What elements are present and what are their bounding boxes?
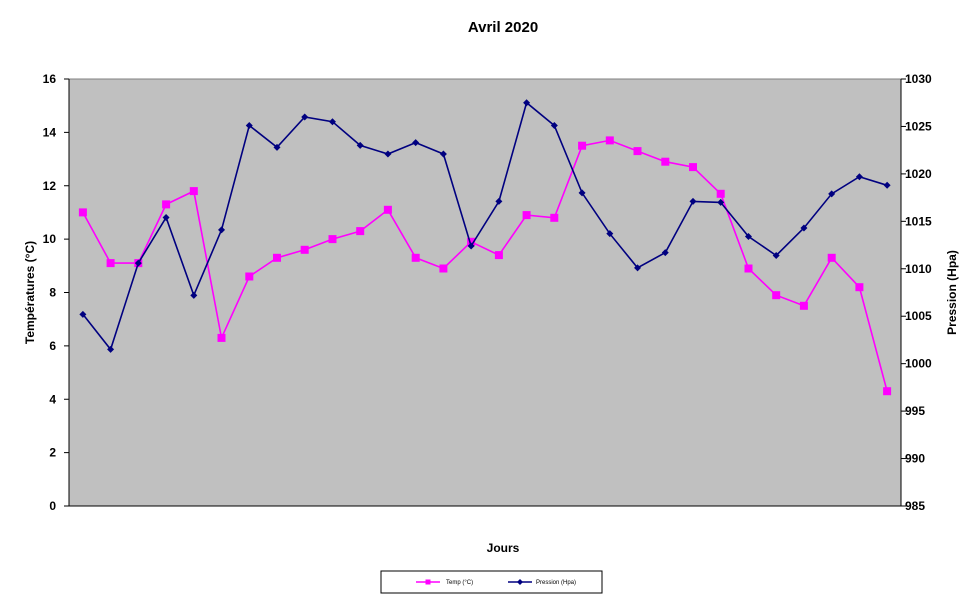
- data-point-pression: [689, 197, 697, 205]
- data-point-pression: [412, 139, 420, 147]
- data-point-pression: [107, 345, 115, 353]
- left-y-axis-title: Températures (°C): [23, 241, 37, 344]
- data-point-temp: [467, 237, 476, 246]
- right-y-tick-label: 1005: [905, 309, 932, 323]
- data-point-pression: [634, 264, 642, 272]
- legend-marker-temp: [425, 579, 431, 585]
- legend-label-pression: Pression (Hpa): [536, 580, 576, 586]
- plot-area: [68, 78, 902, 507]
- right-y-axis-title: Pression (Hpa): [945, 250, 959, 335]
- data-point-temp: [522, 211, 531, 220]
- series-line-temp: [82, 139, 888, 392]
- data-point-temp: [550, 213, 559, 222]
- data-point-pression: [828, 190, 836, 198]
- data-point-temp: [661, 157, 670, 166]
- left-y-tick-label: 8: [49, 286, 56, 300]
- right-y-tick-label: 1000: [905, 357, 932, 371]
- data-point-temp: [827, 253, 836, 262]
- right-y-tick-label: 1010: [905, 262, 932, 276]
- data-point-pression: [218, 226, 226, 234]
- right-y-tick-label: 1025: [905, 119, 932, 133]
- series-pression: [79, 99, 891, 353]
- data-point-pression: [134, 259, 142, 267]
- data-point-temp: [356, 227, 365, 236]
- data-point-pression: [245, 121, 253, 129]
- data-point-temp: [217, 333, 226, 342]
- data-point-temp: [494, 251, 503, 260]
- data-point-pression: [356, 141, 364, 149]
- data-point-pression: [439, 150, 447, 158]
- data-point-pression: [384, 150, 392, 158]
- data-point-temp: [273, 253, 281, 262]
- data-point-temp: [245, 272, 254, 281]
- left-y-tick-label: 4: [49, 392, 56, 406]
- data-point-pression: [467, 242, 475, 250]
- right-y-tick-label: 1015: [905, 214, 932, 228]
- left-y-tick-label: 10: [43, 232, 57, 246]
- data-point-temp: [78, 208, 87, 217]
- data-point-pression: [772, 251, 780, 259]
- data-point-pression: [495, 197, 503, 205]
- data-point-temp: [799, 301, 808, 310]
- right-y-tick-label: 985: [905, 499, 925, 513]
- data-point-pression: [273, 143, 281, 151]
- data-point-temp: [883, 387, 892, 396]
- data-point-pression: [523, 99, 531, 107]
- data-point-pression: [717, 198, 725, 206]
- legend-item-temp: Temp (°C): [416, 579, 473, 586]
- right-y-tick-label: 995: [905, 404, 925, 418]
- right-y-tick-label: 990: [905, 452, 925, 466]
- right-y-ticks: 985 990 995 1000 1005 1010 1015 1020 1025 1030: [901, 72, 932, 513]
- legend: Temp (°C) Pression (Hpa): [380, 570, 603, 594]
- data-point-temp: [300, 245, 309, 254]
- data-point-pression: [744, 233, 752, 241]
- data-point-temp: [439, 264, 448, 273]
- data-point-temp: [578, 141, 587, 150]
- legend-item-pression: Pression (Hpa): [508, 579, 576, 586]
- data-point-pression: [550, 121, 558, 129]
- data-point-temp: [328, 235, 337, 244]
- right-y-tick-label: 1020: [905, 167, 932, 181]
- data-point-pression: [578, 189, 586, 197]
- data-point-temp: [689, 163, 697, 172]
- data-point-pression: [162, 214, 170, 222]
- data-point-temp: [162, 200, 171, 209]
- data-point-pression: [661, 249, 669, 257]
- left-y-tick-label: 16: [43, 72, 57, 86]
- left-y-ticks: 0 2 4 6 8 10 12 14 16: [43, 72, 69, 513]
- data-point-pression: [190, 291, 198, 299]
- chart-title: Avril 2020: [468, 19, 538, 36]
- data-point-pression: [328, 118, 336, 126]
- data-point-temp: [744, 264, 753, 273]
- left-y-tick-label: 2: [49, 446, 56, 460]
- data-point-pression: [800, 224, 808, 232]
- data-point-temp: [855, 283, 864, 292]
- data-point-temp: [411, 253, 420, 262]
- left-y-tick-label: 14: [43, 125, 57, 139]
- data-point-temp: [383, 205, 392, 214]
- legend-box: [380, 570, 603, 594]
- series-line-pression: [82, 101, 888, 352]
- data-point-pression: [883, 181, 891, 189]
- left-y-tick-label: 6: [49, 339, 56, 353]
- legend-marker-pression: [517, 579, 523, 585]
- data-point-temp: [605, 136, 614, 145]
- right-y-tick-label: 1030: [905, 72, 932, 86]
- data-point-temp: [716, 189, 725, 198]
- series-layer: [78, 99, 892, 396]
- data-point-pression: [606, 230, 614, 238]
- data-point-temp: [106, 259, 115, 268]
- data-point-pression: [855, 173, 863, 181]
- data-point-pression: [301, 113, 309, 121]
- left-y-tick-label: 0: [49, 499, 56, 513]
- data-point-temp: [772, 291, 781, 300]
- x-axis-title: Jours: [487, 541, 520, 555]
- data-point-pression: [79, 310, 87, 318]
- data-point-temp: [189, 187, 198, 196]
- data-point-temp: [633, 147, 642, 156]
- left-y-tick-label: 12: [43, 179, 57, 193]
- legend-label-temp: Temp (°C): [446, 580, 473, 586]
